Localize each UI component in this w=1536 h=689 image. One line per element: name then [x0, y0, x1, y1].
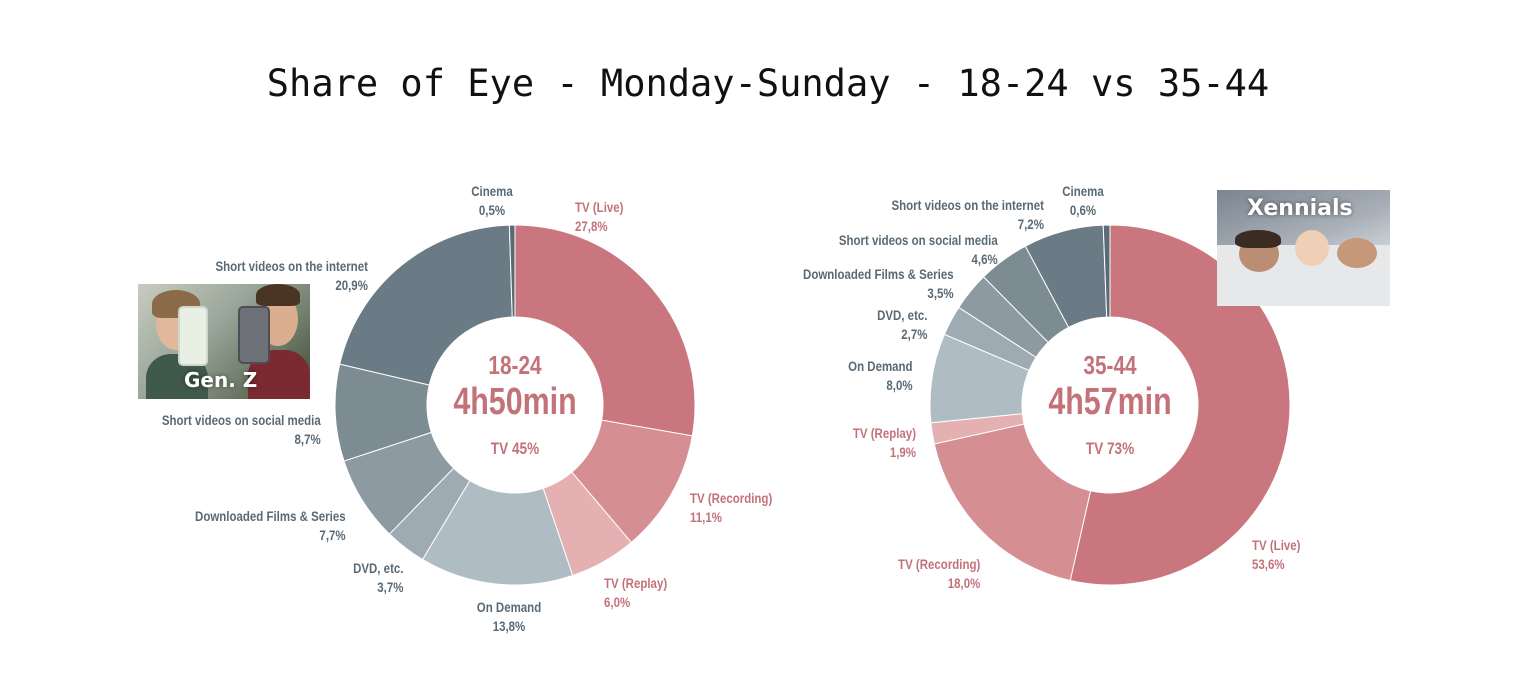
slice-label-name: Downloaded Films & Series [195, 508, 346, 524]
slice-label-name: Short videos on social media [839, 232, 998, 248]
slice-label-name: TV (Recording) [897, 556, 980, 572]
slice-label-name: TV (Live) [1252, 537, 1301, 553]
center-age: 35-44 [1083, 350, 1137, 380]
slice-label-cinema: Cinema 0,6% [1058, 182, 1107, 220]
slice-label-value: 6,0% [604, 594, 631, 610]
slice-label-value: 2,7% [900, 326, 927, 342]
slice-label-value: 3,5% [927, 285, 954, 301]
slice-label-name: Cinema [471, 183, 513, 199]
gen-z-photo: Gen. Z [138, 284, 310, 399]
center-tv-share: TV 73% [1085, 439, 1135, 458]
slice-label-value: 3,7% [376, 579, 403, 595]
center-label-35-44: 35-44 4h57min TV 73% [1042, 350, 1178, 460]
slice-label-name: On Demand [848, 358, 913, 374]
slice-label-value: 8,0% [886, 377, 913, 393]
slice-label-tv-replay: TV (Replay) 1,9% [853, 424, 916, 462]
xennials-caption: Xennials [1247, 196, 1353, 221]
slice-label-value: 13,8% [492, 618, 526, 634]
slice-label-name: Cinema [1062, 183, 1104, 199]
slice-label-dvd: DVD, etc. 2,7% [877, 306, 927, 344]
slice-label-value: 1,9% [889, 444, 916, 460]
center-duration: 4h57min [1048, 381, 1172, 423]
slice-label-value: 0,5% [478, 202, 506, 218]
slice-label-cinema: Cinema 0,5% [467, 182, 516, 220]
slice-label-tv-live: TV (Live) 27,8% [575, 198, 623, 236]
slice-label-tv-live: TV (Live) 53,6% [1252, 536, 1300, 574]
slice-label-short-internet: Short videos on the internet 7,2% [892, 196, 1044, 234]
slice-label-name: TV (Live) [575, 199, 624, 215]
gen-z-caption: Gen. Z [184, 368, 258, 392]
slice-label-name: Short videos on the internet [891, 197, 1044, 213]
slice-label-value: 0,6% [1069, 202, 1097, 218]
slice-label-tv-recording: TV (Recording) 11,1% [690, 489, 772, 527]
slice-label-short-social: Short videos on social media 4,6% [839, 231, 998, 269]
slice-label-name: DVD, etc. [876, 307, 927, 323]
slice-label-downloaded: Downloaded Films & Series 3,5% [803, 265, 954, 303]
slice-label-value: 7,7% [319, 527, 346, 543]
slice-label-value: 18,0% [947, 575, 980, 591]
slice-label-name: TV (Replay) [852, 425, 916, 441]
xennials-photo: Xennials [1217, 190, 1390, 306]
center-duration: 4h50min [453, 381, 577, 423]
slice-label-name: Short videos on the internet [215, 258, 368, 274]
slice-label-name: Short videos on social media [162, 412, 321, 428]
donut-slice-cinema [1102, 224, 1111, 318]
slice-label-value: 27,8% [575, 218, 608, 234]
slice-label-dvd: DVD, etc. 3,7% [353, 559, 403, 597]
slice-label-value: 53,6% [1252, 556, 1285, 572]
slice-label-tv-recording: TV (Recording) 18,0% [898, 555, 980, 593]
center-label-18-24: 18-24 4h50min TV 45% [447, 350, 583, 460]
slice-label-short-social: Short videos on social media 8,7% [162, 411, 321, 449]
slice-label-value: 20,9% [335, 277, 368, 293]
donut-slice-short-videos-on-the-internet [339, 224, 513, 386]
slice-label-name: TV (Replay) [604, 575, 668, 591]
donut-slice-tv-live [514, 224, 696, 437]
slice-label-name: On Demand [476, 599, 542, 615]
slice-label-short-internet: Short videos on the internet 20,9% [216, 257, 368, 295]
slice-label-tv-replay: TV (Replay) 6,0% [604, 574, 667, 612]
center-age: 18-24 [488, 350, 542, 380]
slice-label-name: Downloaded Films & Series [803, 266, 954, 282]
slice-label-value: 4,6% [971, 251, 998, 267]
chart-title: Share of Eye - Monday-Sunday - 18-24 vs … [266, 62, 1270, 105]
slice-label-value: 8,7% [294, 431, 321, 447]
slice-label-name: TV (Recording) [690, 490, 773, 506]
slice-label-value: 11,1% [690, 509, 722, 525]
center-tv-share: TV 45% [490, 439, 540, 458]
slice-label-value: 7,2% [1017, 216, 1044, 232]
donut-slice-cinema [508, 224, 516, 318]
donut-slice-tv-recording [933, 423, 1092, 582]
slice-label-name: DVD, etc. [352, 560, 403, 576]
slice-label-on-demand: On Demand 13,8% [464, 598, 554, 636]
slice-label-on-demand: On Demand 8,0% [849, 357, 913, 395]
slice-label-downloaded: Downloaded Films & Series 7,7% [195, 507, 346, 545]
